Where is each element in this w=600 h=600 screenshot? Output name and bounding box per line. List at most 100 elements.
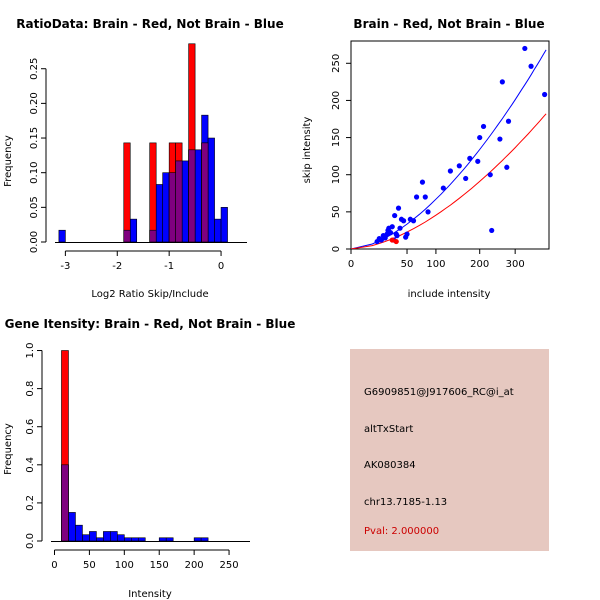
scatter-point bbox=[456, 163, 462, 169]
scatter-x-tick-label: 50 bbox=[401, 259, 414, 270]
intensity-x-tick-label: 50 bbox=[83, 560, 96, 571]
gene-intensity-histogram: Gene Itensity: Brain - Red, Not Brain - … bbox=[3, 317, 295, 600]
scatter-point bbox=[413, 194, 420, 200]
scatter-point bbox=[422, 194, 428, 200]
intensity-xlabel: Intensity bbox=[128, 589, 172, 600]
ratio-bar-overlap bbox=[188, 149, 196, 243]
intensity-bar-not-brain bbox=[158, 537, 167, 542]
intensity-x-tick-label: 150 bbox=[150, 560, 169, 571]
scatter-fit-line-red bbox=[351, 113, 547, 249]
scatter-point bbox=[477, 134, 483, 141]
intensity-y-tick-label: 0.2 bbox=[25, 495, 36, 511]
ratio-y-tick-label: 0.00 bbox=[29, 231, 40, 253]
ratio-y-tick-label: 0.15 bbox=[29, 127, 40, 149]
scatter-point bbox=[505, 118, 512, 124]
ratio-bar-brain bbox=[149, 142, 157, 243]
intensity-y-tick-label: 1.0 bbox=[25, 343, 36, 359]
intensity-bar-not-brain bbox=[117, 534, 125, 542]
intensity-x-tick-label: 0 bbox=[51, 560, 57, 571]
intensity-y-tick-label: 0.4 bbox=[25, 457, 36, 473]
scatter-point bbox=[480, 123, 487, 130]
ratio-bar-overlap bbox=[175, 160, 183, 243]
scatter-x-tick-label: 0 bbox=[348, 259, 354, 270]
scatter-point bbox=[463, 175, 469, 182]
scatter-point bbox=[475, 158, 481, 164]
ratio-xlabel: Log2 Ratio Skip/Include bbox=[91, 289, 208, 300]
scatter-point bbox=[497, 136, 503, 142]
intensity-title: Gene Itensity: Brain - Red, Not Brain - … bbox=[5, 317, 296, 331]
probe-id: G6909851@J917606_RC@i_at bbox=[364, 387, 514, 398]
scatter-y-tick-label: 100 bbox=[331, 165, 342, 184]
intensity-bar-overlap bbox=[61, 464, 69, 542]
scatter-point bbox=[504, 164, 510, 170]
scatter-fit-line-blue bbox=[351, 49, 547, 249]
ratio-x-tick-label: -2 bbox=[112, 261, 122, 272]
probe-info-panel: G6909851@J917606_RC@i_at altTxStart AK08… bbox=[350, 349, 549, 551]
intensity-bar-not-brain bbox=[75, 524, 83, 542]
scatter-point bbox=[447, 168, 453, 174]
scatter-point bbox=[378, 237, 384, 243]
ratio-bar-overlap bbox=[149, 229, 157, 243]
ratio-histogram: RatioData: Brain - Red, Not Brain - Blue… bbox=[3, 17, 284, 300]
intensity-bar-not-brain bbox=[103, 531, 111, 542]
ratio-y-tick-label: 0.20 bbox=[29, 92, 40, 114]
scatter-point bbox=[419, 179, 426, 185]
intensity-scatter: Brain - Red, Not Brain - Blue 0 50 100 200 3… bbox=[302, 17, 550, 300]
scatter-point bbox=[467, 155, 473, 161]
intensity-x-tick-label: 250 bbox=[220, 560, 239, 571]
scatter-point bbox=[522, 45, 528, 52]
ratio-bar-brain bbox=[123, 142, 131, 243]
scatter-point bbox=[404, 231, 410, 237]
scatter-point bbox=[499, 79, 505, 85]
ratio-bar-overlap bbox=[168, 172, 176, 243]
scatter-y-tick-label: 0 bbox=[331, 246, 342, 252]
ratio-bar-not-brain bbox=[207, 137, 215, 243]
intensity-x-tick-label: 200 bbox=[185, 560, 204, 571]
scatter-point bbox=[387, 230, 394, 236]
ratio-x-tick-label: 0 bbox=[218, 261, 224, 272]
scatter-box bbox=[350, 40, 550, 250]
intensity-bar-not-brain bbox=[137, 537, 146, 542]
intensity-bar-not-brain bbox=[200, 537, 209, 542]
scatter-x-tick-label: 100 bbox=[426, 259, 445, 270]
intensity-y-tick-label: 0.8 bbox=[25, 381, 36, 397]
scatter-point-brain bbox=[389, 237, 395, 243]
scatter-title: Brain - Red, Not Brain - Blue bbox=[353, 17, 544, 31]
scatter-point bbox=[397, 225, 403, 231]
ratio-bar-not-brain bbox=[214, 218, 222, 243]
scatter-y-tick-label: 50 bbox=[331, 205, 342, 218]
ratio-bar-not-brain bbox=[129, 218, 138, 243]
ratio-x-tick-label: -3 bbox=[60, 261, 70, 272]
ratio-bar-not-brain bbox=[194, 149, 202, 243]
scatter-point bbox=[440, 185, 446, 191]
scatter-point bbox=[528, 63, 534, 69]
scatter-y-tick-label: 200 bbox=[331, 91, 342, 110]
ratio-ylabel: Frequency bbox=[3, 135, 14, 187]
intensity-bar-not-brain bbox=[193, 537, 202, 542]
scatter-point-brain bbox=[393, 238, 399, 245]
genomic-location: chr13.7185-1.13 bbox=[364, 497, 448, 508]
intensity-y-tick-label: 0.6 bbox=[25, 419, 36, 435]
intensity-y-tick-label: 0.0 bbox=[25, 533, 36, 549]
scatter-point bbox=[389, 224, 395, 230]
ratio-bar-overlap bbox=[123, 229, 131, 243]
scatter-xlabel: include intensity bbox=[408, 289, 491, 300]
ratio-bar-overlap bbox=[201, 142, 209, 243]
scatter-point bbox=[394, 233, 400, 239]
intensity-bar-not-brain bbox=[110, 531, 118, 542]
intensity-bar-not-brain bbox=[96, 537, 104, 542]
scatter-point bbox=[395, 205, 402, 211]
scatter-ylabel: skip intensity bbox=[302, 117, 313, 184]
p-value: Pval: 2.000000 bbox=[364, 526, 440, 537]
intensity-bar-not-brain bbox=[165, 537, 174, 542]
intensity-bar-not-brain bbox=[89, 531, 97, 542]
scatter-point bbox=[542, 91, 548, 98]
intensity-bar-not-brain bbox=[68, 512, 76, 542]
scatter-point bbox=[400, 218, 407, 224]
intensity-ylabel: Frequency bbox=[3, 423, 14, 475]
ratio-bar-not-brain bbox=[220, 207, 228, 243]
ratio-y-tick-label: 0.25 bbox=[29, 58, 40, 80]
intensity-bar-not-brain bbox=[82, 534, 90, 542]
intensity-bar-not-brain bbox=[124, 537, 132, 542]
